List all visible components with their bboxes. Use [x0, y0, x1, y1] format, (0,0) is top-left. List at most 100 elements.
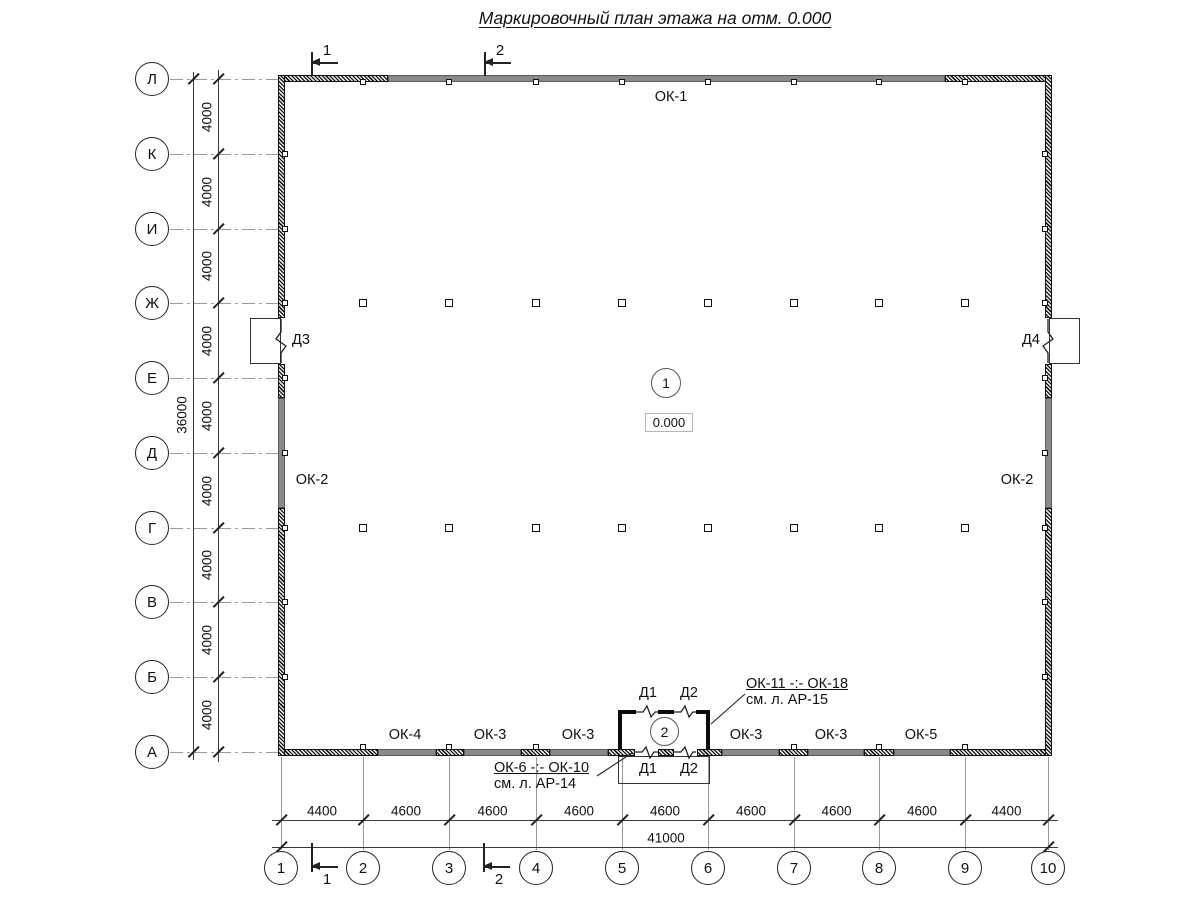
- dim-text-col: 4400: [306, 803, 338, 819]
- pilaster-top: [533, 79, 539, 85]
- section-mark-2-top-line: [486, 62, 511, 64]
- pilaster-left: [282, 674, 288, 680]
- dim-text-col: 4600: [821, 803, 852, 819]
- pilaster-left: [282, 300, 288, 306]
- section-mark-2-top-arrow-icon: [484, 58, 493, 66]
- interior-column: [618, 299, 626, 307]
- col-axis-bubble-1: 1: [264, 851, 298, 885]
- pilaster-top: [705, 79, 711, 85]
- section-mark-2-bottom-arrow-icon: [483, 862, 492, 870]
- door-label-d3: Д3: [292, 332, 310, 348]
- wall-bottom-segment: [378, 749, 436, 756]
- section-mark-1-bottom-line: [313, 866, 338, 868]
- pilaster-bottom: [446, 744, 452, 750]
- note-line2: см. л. АР-14: [494, 775, 577, 792]
- col-extension-line: [281, 757, 282, 850]
- dim-text-row: 4000: [199, 475, 215, 506]
- row-axis-bubble-В: В: [135, 585, 169, 619]
- pilaster-left: [282, 226, 288, 232]
- room-number-2: 2: [660, 723, 669, 740]
- note-ok6-ok10: ОК-6 -:- ОК-10 см. л. АР-14: [494, 760, 590, 792]
- note-line1: ОК-11 -:- ОК-18: [746, 676, 849, 692]
- dim-text-rows-total: 36000: [174, 396, 190, 434]
- row-axis-bubble-Д: Д: [135, 436, 169, 470]
- wall-bottom-segment: [550, 749, 608, 756]
- interior-column: [875, 299, 883, 307]
- door-label-d2-top: Д2: [680, 685, 698, 701]
- porch-right: [1049, 318, 1080, 364]
- row-axis-line: [170, 752, 278, 753]
- col-axis-bubble-8: 8: [862, 851, 896, 885]
- wall-bottom-segment: [278, 749, 378, 756]
- section-mark-1-bottom-label: 1: [322, 871, 332, 888]
- pilaster-right: [1042, 599, 1048, 605]
- elevation-value: 0.000: [652, 415, 686, 430]
- pilaster-right: [1042, 674, 1048, 680]
- pilaster-right: [1042, 226, 1048, 232]
- wall-bottom-segment: [464, 749, 521, 756]
- row-axis-bubble-Б: Б: [135, 660, 169, 694]
- interior-column: [618, 524, 626, 532]
- dim-text-col: 4400: [991, 803, 1022, 819]
- section-mark-1-bottom-arrow-icon: [311, 862, 320, 870]
- col-axis-bubble-9: 9: [948, 851, 982, 885]
- note-line1: ОК-6 -:- ОК-10: [494, 760, 590, 776]
- wall-top-segment: [388, 75, 945, 82]
- row-axis-line: [170, 528, 278, 529]
- wall-bottom-segment: [894, 749, 950, 756]
- window-label-ok2-right: ОК-2: [1000, 472, 1034, 488]
- interior-column: [875, 524, 883, 532]
- pilaster-right: [1042, 151, 1048, 157]
- pilaster-top: [791, 79, 797, 85]
- dim-text-row: 4000: [199, 549, 215, 581]
- window-label-bottom-1: ОК-3: [473, 727, 507, 743]
- section-mark-1-bottom-tick: [311, 843, 313, 872]
- porch-left: [250, 318, 281, 364]
- dim-text-col: 4600: [390, 803, 422, 819]
- section-mark-2-bottom-line: [485, 866, 510, 868]
- pilaster-top: [360, 79, 366, 85]
- dim-text-cols-total: 41000: [647, 830, 685, 846]
- pilaster-bottom: [962, 744, 968, 750]
- interior-column: [532, 299, 540, 307]
- drawing-title: Маркировочный план этажа на отм. 0.000: [478, 8, 832, 28]
- wall-top-segment: [278, 75, 388, 82]
- col-extension-line: [536, 757, 537, 850]
- door-label-d2-bottom: Д2: [680, 761, 698, 777]
- dim-text-row: 4000: [199, 624, 215, 655]
- section-mark-1-top-arrow-icon: [311, 58, 320, 66]
- col-axis-bubble-6: 6: [691, 851, 725, 885]
- door-label-d1-top: Д1: [639, 685, 657, 701]
- section-mark-1-top-line: [313, 62, 338, 64]
- wall-right-segment: [1045, 398, 1052, 508]
- wall-left-segment: [278, 508, 285, 756]
- row-axis-bubble-К: К: [135, 137, 169, 171]
- pilaster-right: [1042, 300, 1048, 306]
- interior-column: [359, 524, 367, 532]
- row-axis-line: [170, 229, 278, 230]
- col-axis-bubble-10: 10: [1031, 851, 1065, 885]
- wall-bottom-segment: [658, 749, 674, 756]
- window-label-ok2-left: ОК-2: [295, 472, 329, 488]
- pilaster-left: [282, 525, 288, 531]
- pilaster-bottom: [533, 744, 539, 750]
- dim-line-rows-4000: [218, 70, 220, 762]
- note-line2: см. л. АР-15: [746, 691, 829, 708]
- section-mark-1-top-label: 1: [322, 42, 332, 59]
- pilaster-top: [619, 79, 625, 85]
- dim-text-col: 4600: [563, 803, 595, 819]
- pilaster-bottom: [360, 744, 366, 750]
- row-axis-line: [170, 677, 278, 678]
- dim-text-row: 4000: [199, 250, 215, 282]
- wall-right-segment: [1045, 508, 1052, 756]
- section-mark-2-top-label: 2: [495, 42, 505, 59]
- dim-line-cols-4400: [272, 820, 1058, 822]
- wall-left-segment: [278, 364, 285, 398]
- col-axis-bubble-5: 5: [605, 851, 639, 885]
- pilaster-top: [962, 79, 968, 85]
- interior-column: [704, 524, 712, 532]
- window-label-bottom-0: ОК-4: [388, 727, 422, 743]
- col-extension-line: [622, 757, 623, 850]
- col-extension-line: [363, 757, 364, 850]
